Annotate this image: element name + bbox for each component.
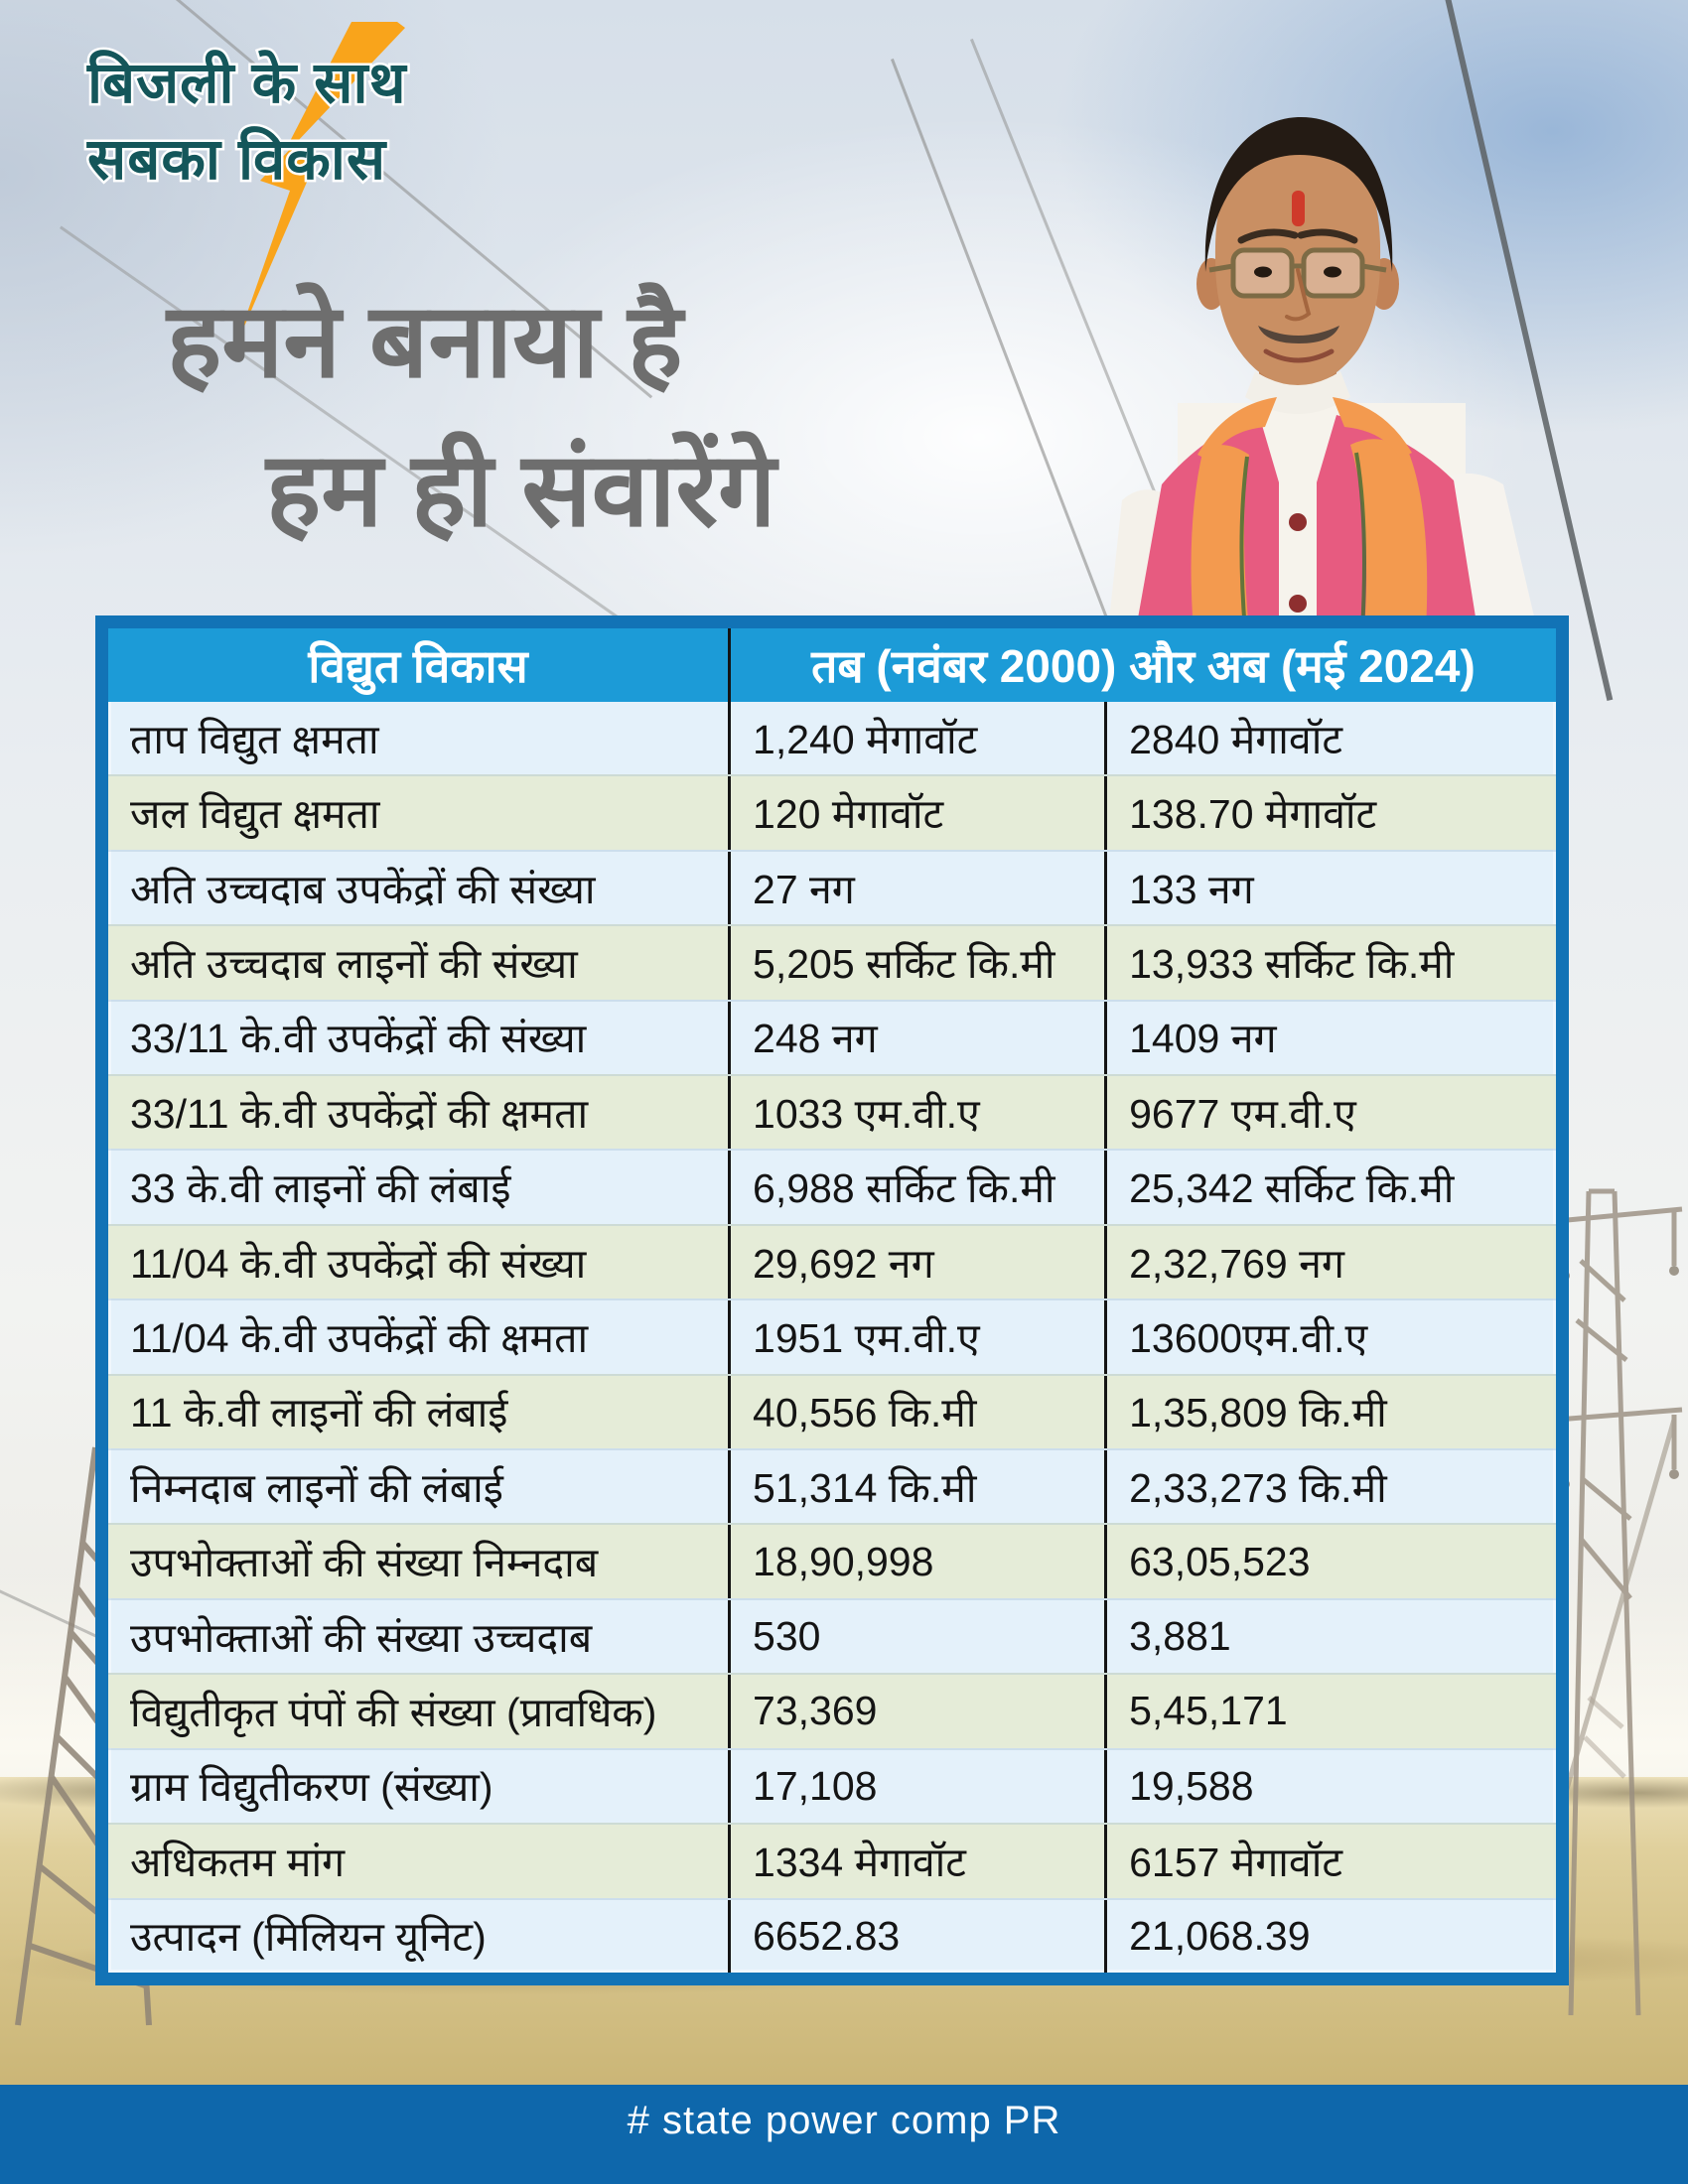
now-value-cell: 138.70 मेगावॉट xyxy=(1104,776,1556,850)
now-value-cell: 63,05,523 xyxy=(1104,1525,1556,1598)
then-value-cell: 1,240 मेगावॉट xyxy=(728,702,1104,775)
table-header-then-now: तब (नवंबर 2000) और अब (मई 2024) xyxy=(728,628,1556,702)
now-value-cell: 19,588 xyxy=(1104,1749,1556,1824)
row-label-cell: जल विद्युत क्षमता xyxy=(130,791,380,838)
table-row: विद्युतीकृत पंपों की संख्या (प्रावधिक) 73… xyxy=(108,1673,1556,1748)
then-value-cell: 120 मेगावॉट xyxy=(728,776,1104,850)
row-label-cell: अति उच्चदाब उपकेंद्रों की संख्या xyxy=(130,866,596,912)
row-label-cell: विद्युतीकृत पंपों की संख्या (प्रावधिक) xyxy=(130,1689,657,1735)
then-value-cell: 17,108 xyxy=(728,1749,1104,1824)
now-value-cell: 133 नग xyxy=(1104,851,1556,925)
table-row: उपभोक्ताओं की संख्या निम्नदाब 18,90,998 63… xyxy=(108,1523,1556,1598)
then-value-cell: 40,556 कि.मी xyxy=(728,1375,1104,1449)
now-value-cell: 2,33,273 कि.मी xyxy=(1104,1450,1556,1524)
table-header-row: विद्युत विकास तब (नवंबर 2000) और अब (मई … xyxy=(108,628,1556,702)
row-label-cell: 33/11 के.वी उपकेंद्रों की संख्या xyxy=(130,1016,587,1062)
then-value-cell: 29,692 नग xyxy=(728,1225,1104,1299)
table-row: उत्पादन (मिलियन यूनिट) 6652.83 21,068.39 xyxy=(108,1897,1556,1973)
table-body: ताप विद्युत क्षमता 1,240 मेगावॉट 2840 मेगा… xyxy=(108,702,1556,1973)
table-row: 33/11 के.वी उपकेंद्रों की संख्या 248 नग 14… xyxy=(108,999,1556,1075)
now-value-cell: 13600एम.वी.ए xyxy=(1104,1300,1556,1374)
table-row: 33 के.वी लाइनों की लंबाई 6,988 सर्किट कि.… xyxy=(108,1149,1556,1224)
footer-hashtag: # state power comp PR xyxy=(627,2099,1061,2142)
now-value-cell: 2,32,769 नग xyxy=(1104,1225,1556,1299)
then-value-cell: 1334 मेगावॉट xyxy=(728,1825,1104,1898)
row-label-cell: 33/11 के.वी उपकेंद्रों की क्षमता xyxy=(130,1090,589,1137)
row-label-cell: निम्नदाब लाइनों की लंबाई xyxy=(130,1464,503,1511)
row-label-cell: 11/04 के.वी उपकेंद्रों की क्षमता xyxy=(130,1314,589,1361)
now-value-cell: 2840 मेगावॉट xyxy=(1104,702,1556,775)
table-row: ताप विद्युत क्षमता 1,240 मेगावॉट 2840 मेगा… xyxy=(108,702,1556,775)
row-label-cell: उत्पादन (मिलियन यूनिट) xyxy=(130,1914,487,1961)
now-value-cell: 1,35,809 कि.मी xyxy=(1104,1375,1556,1449)
statistics-table: विद्युत विकास तब (नवंबर 2000) और अब (मई … xyxy=(95,615,1569,1985)
table-row: 11/04 के.वी उपकेंद्रों की क्षमता 1951 एम.… xyxy=(108,1298,1556,1374)
row-label-cell: ताप विद्युत क्षमता xyxy=(130,716,379,762)
now-value-cell: 5,45,171 xyxy=(1104,1675,1556,1748)
table-row: 11/04 के.वी उपकेंद्रों की संख्या 29,692 न… xyxy=(108,1223,1556,1299)
now-value-cell: 25,342 सर्किट कि.मी xyxy=(1104,1151,1556,1224)
then-value-cell: 5,205 सर्किट कि.मी xyxy=(728,926,1104,1000)
then-value-cell: 18,90,998 xyxy=(728,1525,1104,1598)
lightning-bolt-icon xyxy=(234,22,405,349)
table-row: अति उच्चदाब उपकेंद्रों की संख्या 27 नग 133… xyxy=(108,849,1556,925)
row-label-cell: अधिकतम मांग xyxy=(130,1839,346,1885)
then-value-cell: 6652.83 xyxy=(728,1899,1104,1973)
now-value-cell: 9677 एम.वी.ए xyxy=(1104,1076,1556,1150)
table-row: अधिकतम मांग 1334 मेगावॉट 6157 मेगावॉट xyxy=(108,1823,1556,1898)
row-label-cell: अति उच्चदाब लाइनों की संख्या xyxy=(130,940,578,987)
row-label-cell: 11 के.वी लाइनों की लंबाई xyxy=(130,1390,508,1436)
then-value-cell: 1951 एम.वी.ए xyxy=(728,1300,1104,1374)
row-label-cell: 33 के.वी लाइनों की लंबाई xyxy=(130,1165,511,1212)
then-value-cell: 6,988 सर्किट कि.मी xyxy=(728,1151,1104,1224)
table-row: अति उच्चदाब लाइनों की संख्या 5,205 सर्किट… xyxy=(108,924,1556,1000)
row-label-cell: उपभोक्ताओं की संख्या उच्चदाब xyxy=(130,1614,593,1661)
logo-line1: बिजली के साथ xyxy=(85,49,409,118)
row-label-cell: ग्राम विद्युतीकरण (संख्या) xyxy=(130,1764,493,1811)
logo: बिजली के साथ सबका विकास xyxy=(85,22,504,349)
now-value-cell: 3,881 xyxy=(1104,1599,1556,1674)
then-value-cell: 1033 एम.वी.ए xyxy=(728,1076,1104,1150)
table-row: 11 के.वी लाइनों की लंबाई 40,556 कि.मी 1,35… xyxy=(108,1373,1556,1449)
then-value-cell: 27 नग xyxy=(728,851,1104,925)
politician-portrait xyxy=(1108,116,1537,631)
row-label-cell: 11/04 के.वी उपकेंद्रों की संख्या xyxy=(130,1240,587,1287)
table-row: 33/11 के.वी उपकेंद्रों की क्षमता 1033 एम.… xyxy=(108,1074,1556,1150)
then-value-cell: 530 xyxy=(728,1599,1104,1674)
headline-line1: हमने बनाया है xyxy=(167,284,683,399)
then-value-cell: 73,369 xyxy=(728,1675,1104,1748)
now-value-cell: 1409 नग xyxy=(1104,1001,1556,1075)
now-value-cell: 21,068.39 xyxy=(1104,1899,1556,1973)
table-row: ग्राम विद्युतीकरण (संख्या) 17,108 19,588 xyxy=(108,1747,1556,1824)
table-header-category: विद्युत विकास xyxy=(308,640,528,692)
then-value-cell: 248 नग xyxy=(728,1001,1104,1075)
headline-line2: हम ही संवारेंगे xyxy=(266,433,776,548)
now-value-cell: 13,933 सर्किट कि.मी xyxy=(1104,926,1556,1000)
table-row: निम्नदाब लाइनों की लंबाई 51,314 कि.मी 2,33… xyxy=(108,1448,1556,1524)
logo-line2: सबका विकास xyxy=(85,124,388,194)
footer-band: # state power comp PR xyxy=(0,2085,1688,2184)
table-row: उपभोक्ताओं की संख्या उच्चदाब 530 3,881 xyxy=(108,1597,1556,1674)
then-value-cell: 51,314 कि.मी xyxy=(728,1450,1104,1524)
now-value-cell: 6157 मेगावॉट xyxy=(1104,1825,1556,1898)
table-row: जल विद्युत क्षमता 120 मेगावॉट 138.70 मेगाव… xyxy=(108,774,1556,850)
transmission-tower-icon xyxy=(1555,1188,1683,2016)
row-label-cell: उपभोक्ताओं की संख्या निम्नदाब xyxy=(130,1540,599,1586)
